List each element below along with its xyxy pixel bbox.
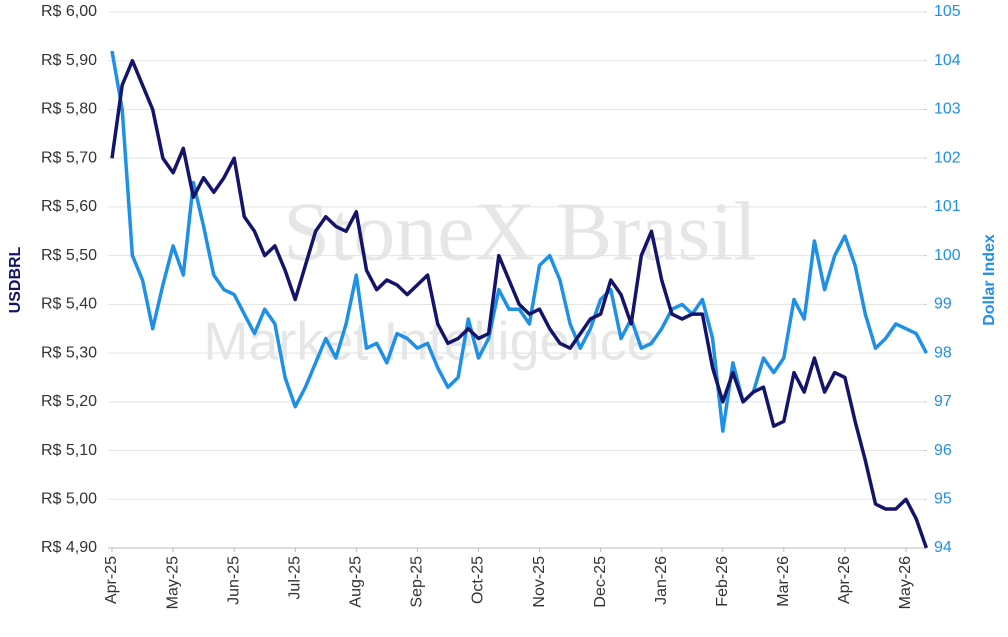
x-tick-label: Oct-25	[470, 556, 487, 604]
x-tick-label: Apr-25	[103, 556, 120, 604]
x-tick-label: Jul-25	[286, 556, 303, 600]
y2-tick-label: 103	[934, 101, 961, 118]
y-tick-label: R$ 5,80	[41, 101, 97, 118]
y2-tick-label: 99	[934, 296, 952, 313]
y-tick-label: R$ 5,70	[41, 149, 97, 166]
y2-tick-label: 105	[934, 3, 961, 20]
x-tick-label: Aug-25	[348, 556, 365, 608]
x-tick-label: Jan-26	[653, 556, 670, 605]
y-tick-label: R$ 5,30	[41, 344, 97, 361]
y2-tick-label: 98	[934, 344, 952, 361]
y-tick-label: R$ 5,10	[41, 442, 97, 459]
y-tick-label: R$ 5,40	[41, 296, 97, 313]
line-series	[110, 50, 928, 433]
x-tick-label: Apr-26	[836, 556, 853, 604]
x-tick-label: May-25	[164, 556, 181, 609]
y2-axis-title: Dollar Index	[981, 234, 998, 326]
watermark: StoneX Brasil	[283, 185, 757, 278]
x-tick-label: Sep-25	[409, 556, 426, 608]
y2-tick-label: 101	[934, 198, 961, 215]
y2-tick-label: 95	[934, 490, 952, 507]
y-tick-label: R$ 5,60	[41, 198, 97, 215]
y-axis-title: USDBRL	[7, 246, 24, 313]
y2-tick-label: 102	[934, 149, 961, 166]
line-series	[110, 58, 929, 549]
x-tick-label: Nov-25	[531, 556, 548, 608]
x-tick-label: Jun-25	[225, 556, 242, 605]
y2-tick-label: 94	[934, 539, 952, 556]
y-tick-label: R$ 6,00	[41, 3, 97, 20]
x-tick-label: Feb-26	[714, 556, 731, 607]
y-tick-label: R$ 4,90	[41, 539, 97, 556]
y2-tick-label: 96	[934, 442, 952, 459]
y2-tick-label: 100	[934, 247, 961, 264]
y-tick-label: R$ 5,20	[41, 393, 97, 410]
y-tick-label: R$ 5,90	[41, 52, 97, 69]
y2-tick-label: 104	[934, 52, 961, 69]
x-tick-label: May-26	[897, 556, 914, 609]
y-tick-label: R$ 5,50	[41, 247, 97, 264]
y-tick-label: R$ 5,00	[41, 490, 97, 507]
x-tick-label: Dec-25	[592, 556, 609, 608]
y2-tick-label: 97	[934, 393, 952, 410]
x-tick-label: Mar-26	[775, 556, 792, 607]
